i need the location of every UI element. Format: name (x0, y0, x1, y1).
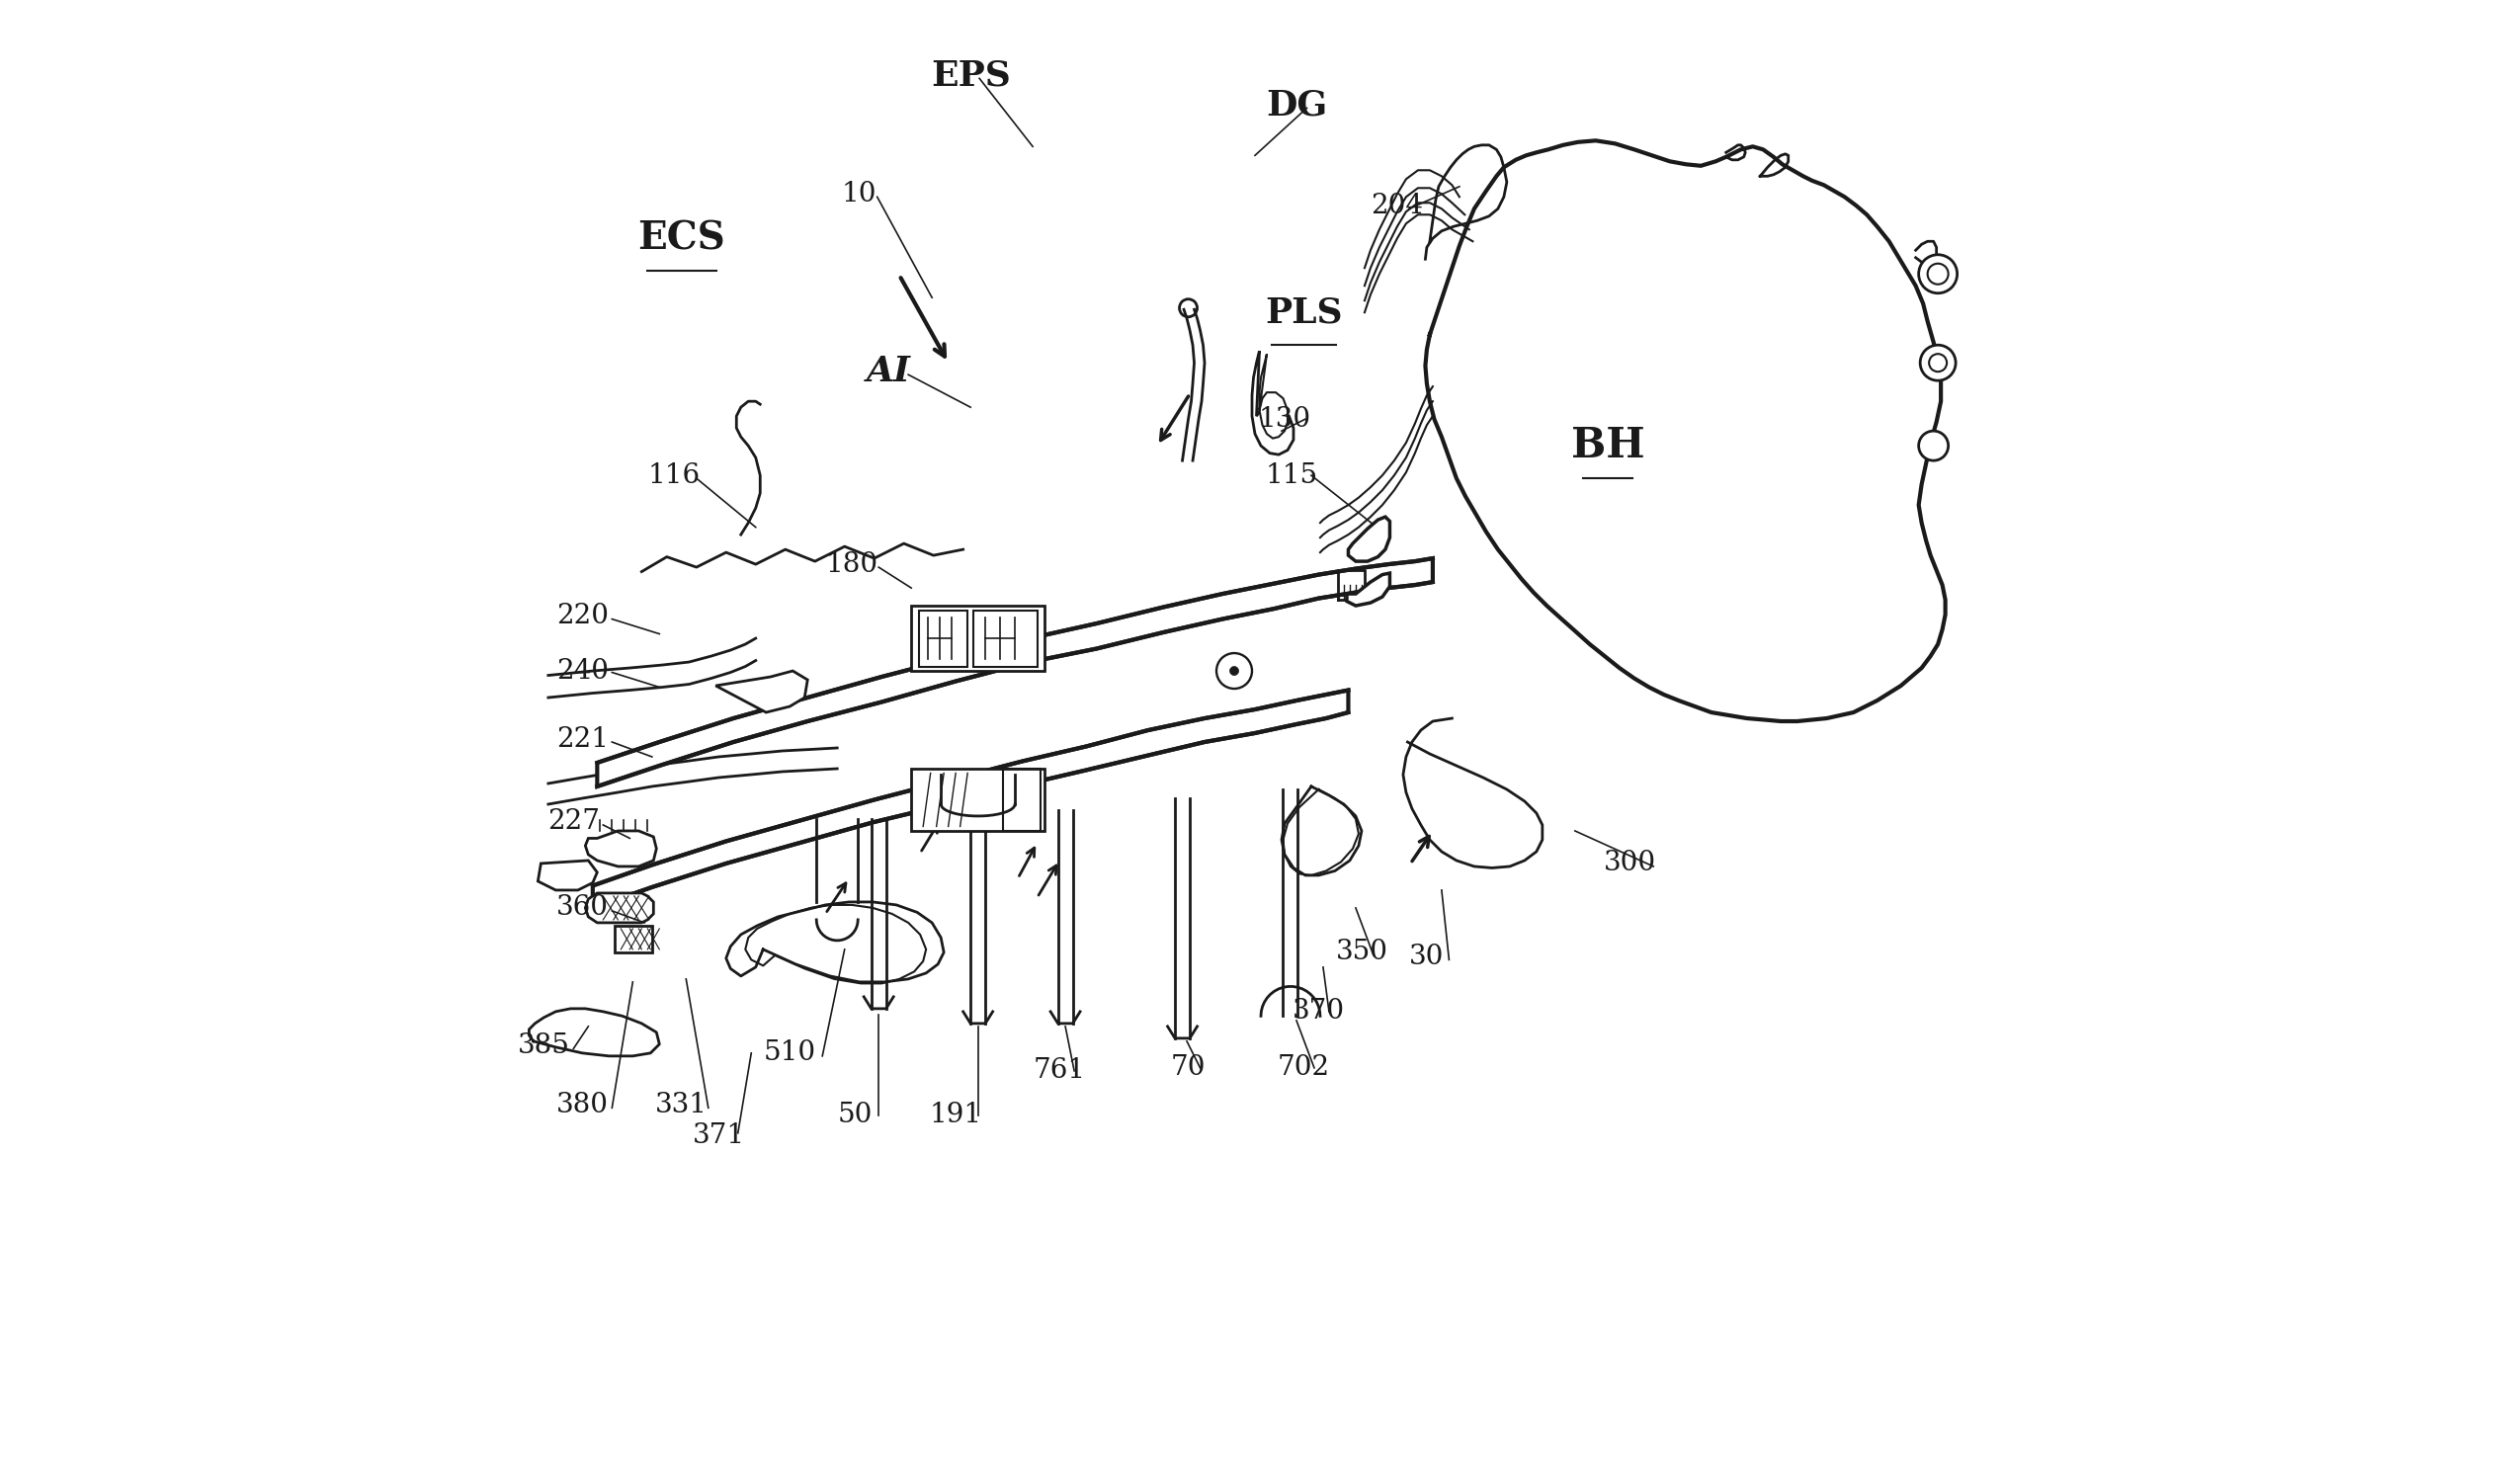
Polygon shape (716, 671, 809, 712)
Text: 227: 227 (548, 809, 598, 835)
Text: 116: 116 (649, 462, 701, 488)
Text: 180: 180 (826, 551, 879, 577)
Text: PLS: PLS (1265, 295, 1342, 329)
Text: 350: 350 (1335, 939, 1387, 966)
Text: 10: 10 (841, 181, 876, 208)
Polygon shape (538, 861, 596, 890)
Polygon shape (586, 831, 656, 867)
Text: 385: 385 (518, 1033, 571, 1060)
Text: 70: 70 (1172, 1055, 1207, 1082)
Polygon shape (974, 610, 1037, 666)
Polygon shape (1347, 573, 1390, 605)
Circle shape (1928, 353, 1946, 371)
Text: 220: 220 (556, 603, 608, 629)
Text: 240: 240 (556, 657, 608, 684)
Text: 380: 380 (556, 1092, 608, 1119)
Text: 191: 191 (929, 1103, 982, 1129)
Text: AI: AI (866, 355, 911, 389)
Polygon shape (596, 558, 1432, 787)
Text: 130: 130 (1260, 405, 1310, 432)
Polygon shape (911, 605, 1044, 671)
Text: 115: 115 (1265, 462, 1317, 488)
Polygon shape (919, 610, 967, 666)
Polygon shape (593, 690, 1347, 908)
Text: EPS: EPS (931, 59, 1012, 92)
Circle shape (1918, 255, 1958, 294)
Text: 300: 300 (1603, 850, 1655, 877)
Text: 221: 221 (556, 726, 608, 752)
Text: DG: DG (1265, 88, 1327, 122)
Circle shape (1921, 344, 1956, 380)
Polygon shape (911, 769, 1044, 831)
Polygon shape (616, 926, 651, 953)
Text: 50: 50 (836, 1103, 871, 1129)
Text: 370: 370 (1292, 999, 1345, 1025)
Text: 510: 510 (764, 1040, 816, 1067)
Circle shape (1229, 666, 1239, 675)
Text: ECS: ECS (639, 220, 726, 257)
Polygon shape (1260, 353, 1287, 438)
Text: 30: 30 (1410, 944, 1445, 971)
Text: 702: 702 (1277, 1055, 1330, 1082)
Text: 204: 204 (1372, 193, 1422, 220)
Polygon shape (586, 893, 654, 923)
Text: 331: 331 (656, 1092, 709, 1119)
Circle shape (1928, 264, 1948, 285)
Circle shape (1918, 430, 1948, 460)
Text: 360: 360 (556, 895, 608, 922)
Polygon shape (1347, 516, 1390, 561)
Text: BH: BH (1570, 424, 1645, 466)
Text: 761: 761 (1034, 1058, 1087, 1085)
Text: 371: 371 (694, 1123, 744, 1149)
Circle shape (1217, 653, 1252, 689)
Polygon shape (1252, 350, 1295, 454)
